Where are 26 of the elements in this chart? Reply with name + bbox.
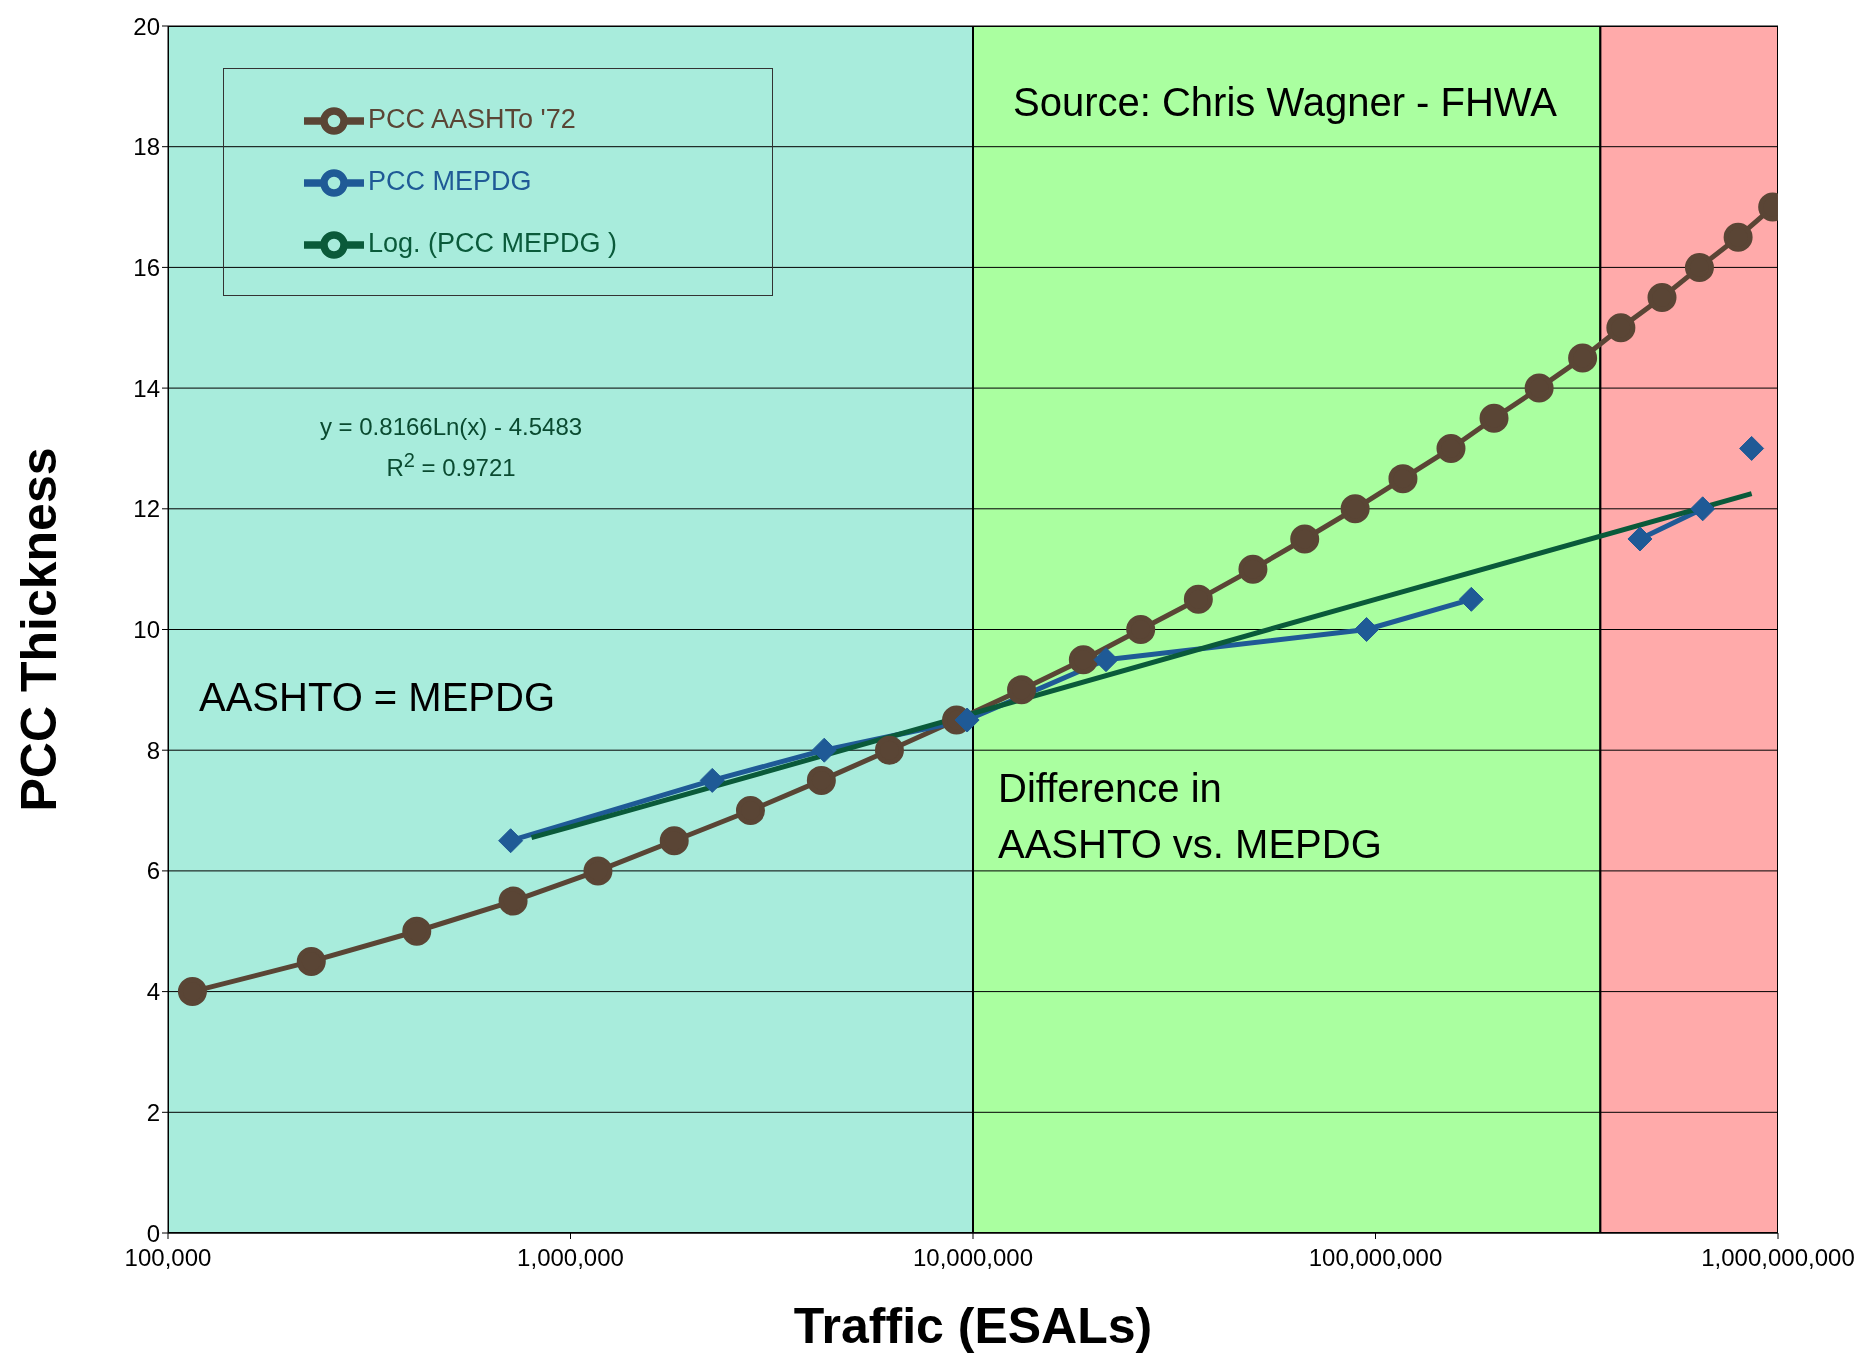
- x-tick-label: 1,000,000,000: [1701, 1244, 1855, 1272]
- x-axis-title: Traffic (ESALs): [793, 1298, 1153, 1354]
- y-tick-label: 12: [133, 495, 160, 523]
- x-tick-label: 100,000,000: [1308, 1244, 1443, 1272]
- y-tick-label: 2: [146, 1098, 160, 1126]
- x-tick-label: 1,000,000: [517, 1244, 624, 1272]
- annotation: Difference in AASHTO vs. MEPDG: [998, 765, 1382, 868]
- y-axis-title: PCC Thickness: [10, 447, 67, 812]
- y-tick-label: 20: [133, 12, 160, 40]
- legend-label: Log. (PCC MEPDG ): [368, 227, 618, 258]
- y-tick-label: 18: [133, 133, 160, 161]
- y-tick-label: 0: [146, 1219, 160, 1247]
- y-tick-label: 6: [146, 857, 160, 885]
- legend-label: PCC AASHTo '72: [368, 104, 576, 134]
- x-tick-label: 10,000,000: [912, 1244, 1034, 1272]
- y-tick-label: 14: [133, 374, 160, 402]
- y-tick-label: 10: [133, 616, 160, 644]
- y-tick-label: 4: [146, 978, 160, 1006]
- x-tick-label: 100,000: [124, 1244, 212, 1272]
- annotation: R$^{2}$ = 0.9721: [386, 448, 516, 483]
- legend-label: PCC MEPDG: [368, 165, 532, 196]
- y-tick-label: 16: [133, 253, 160, 281]
- annotation: AASHTO = MEPDG: [199, 674, 556, 721]
- y-tick-label: 8: [146, 736, 160, 764]
- annotation: y = 0.8166Ln(x) - 4.5483: [319, 413, 583, 442]
- annotation: Source: Chris Wagner - FHWA: [1013, 79, 1557, 126]
